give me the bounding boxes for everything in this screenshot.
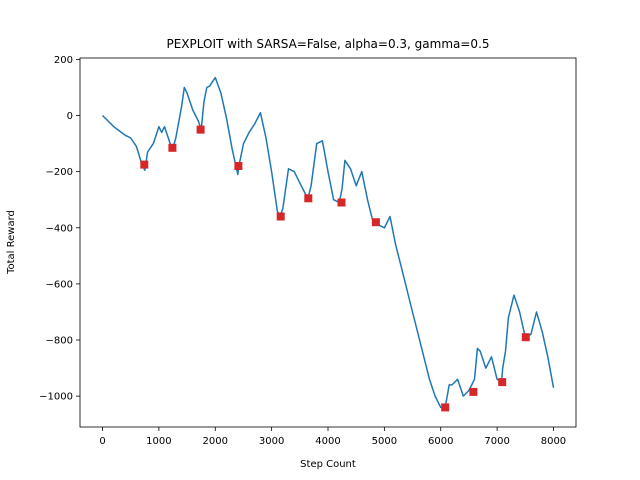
plot-area	[101, 76, 555, 412]
x-tick-label: 7000	[484, 436, 509, 447]
x-tick-label: 2000	[203, 436, 228, 447]
x-tick-label: 5000	[372, 436, 397, 447]
marker-point-7	[371, 218, 380, 227]
marker-point-8	[441, 403, 450, 412]
y-tick-label: 0	[67, 111, 73, 122]
x-axis: 0 1000 2000 3000 4000 5000 6000 7000 8000	[99, 427, 566, 447]
marker-point-2	[196, 125, 205, 134]
y-tick-label: −200	[46, 167, 73, 178]
x-tick-label: 4000	[315, 436, 340, 447]
y-tick-label: −400	[46, 223, 73, 234]
marker-point-3	[234, 162, 243, 170]
x-tick-label: 8000	[541, 436, 566, 447]
marker-point-4	[276, 212, 285, 221]
axes-frame	[79, 57, 577, 428]
x-tick-label: 3000	[259, 436, 284, 447]
y-tick-label: −1000	[39, 392, 73, 403]
x-tick-label: 1000	[146, 436, 171, 447]
marker-point-1	[168, 143, 177, 152]
marker-point-9	[469, 387, 478, 396]
series-line-0	[101, 76, 555, 409]
marker-point-5	[304, 194, 313, 203]
marker-point-6	[337, 198, 346, 207]
y-tick-label: −800	[46, 336, 73, 347]
x-tick-label: 6000	[428, 436, 453, 447]
marker-point-11	[521, 333, 530, 342]
x-tick-label: 0	[99, 436, 105, 447]
x-axis-label: Step Count	[300, 459, 356, 470]
y-tick-label: −600	[46, 279, 73, 290]
y-axis: 200 0 −200 −400 −600 −800 −1000	[39, 55, 80, 403]
y-tick-label: 200	[54, 55, 73, 66]
chart-title: PEXPLOIT with SARSA=False, alpha=0.3, ga…	[166, 37, 489, 51]
marker-point-0	[140, 160, 149, 169]
marker-point-10	[498, 378, 507, 387]
y-axis-label: Total Reward	[6, 210, 17, 275]
